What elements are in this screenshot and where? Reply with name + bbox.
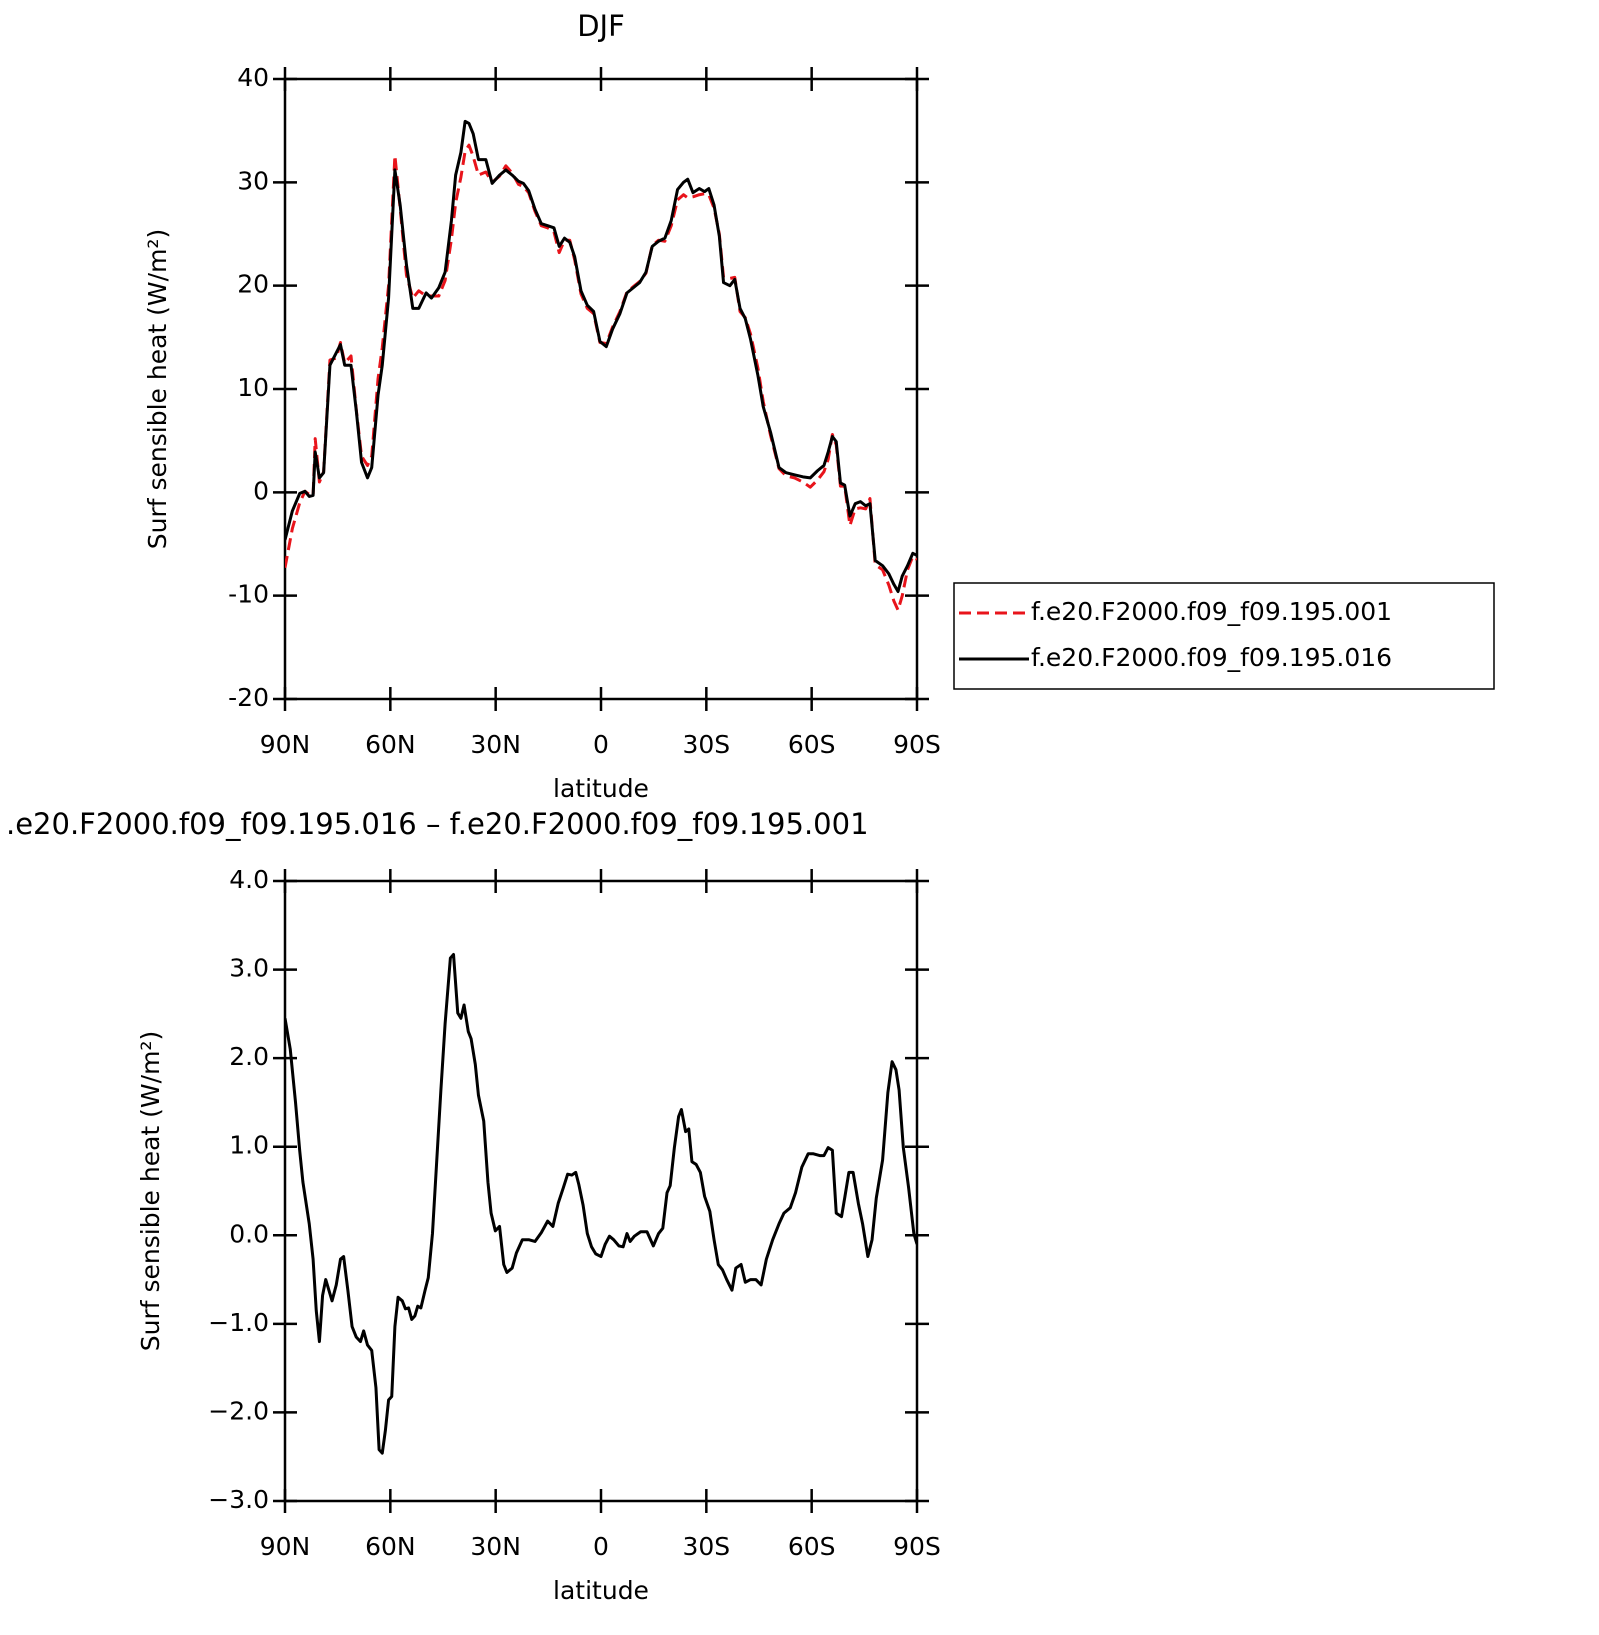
y-tick-label: 0	[253, 476, 269, 505]
chart-title: DJF	[577, 9, 625, 43]
y-tick-label: −1.0	[208, 1308, 269, 1337]
y-tick-label: 2.0	[229, 1042, 269, 1071]
data-line	[285, 119, 917, 594]
legend-box	[953, 582, 1495, 690]
x-tick-label: 0	[593, 1532, 609, 1561]
x-tick-label: 0	[593, 730, 609, 759]
y-tick-label: 4.0	[229, 865, 269, 894]
x-tick-label: 90N	[260, 730, 311, 759]
x-tick-label: 30S	[682, 1532, 730, 1561]
x-axis-label: latitude	[553, 774, 649, 803]
y-tick-label: −3.0	[208, 1485, 269, 1514]
data-line	[285, 953, 917, 1455]
x-tick-label: 30N	[470, 1532, 521, 1561]
y-tick-label: 0.0	[229, 1219, 269, 1248]
y-tick-label: 1.0	[229, 1131, 269, 1160]
y-tick-label: -20	[228, 683, 269, 712]
y-tick-label: -10	[228, 580, 269, 609]
x-tick-label: 30S	[682, 730, 730, 759]
x-axis-label: latitude	[553, 1576, 649, 1605]
x-tick-label: 90S	[893, 1532, 941, 1561]
x-tick-label: 30N	[470, 730, 521, 759]
x-tick-label: 90S	[893, 730, 941, 759]
y-axis-label: Surf sensible heat (W/m²)	[136, 1031, 165, 1351]
y-tick-label: −2.0	[208, 1396, 269, 1425]
legend-label: f.e20.F2000.f09_f09.195.016	[1031, 643, 1392, 672]
x-tick-label: 60S	[788, 730, 836, 759]
plot-frame	[283, 879, 919, 1503]
y-tick-label: 30	[237, 166, 269, 195]
y-tick-label: 10	[237, 373, 269, 402]
y-tick-label: 40	[237, 63, 269, 92]
y-tick-label: 3.0	[229, 954, 269, 983]
x-tick-label: 60N	[365, 730, 416, 759]
chart-title: .e20.F2000.f09_f09.195.016 – f.e20.F2000…	[6, 807, 869, 841]
x-tick-label: 60S	[788, 1532, 836, 1561]
legend-label: f.e20.F2000.f09_f09.195.001	[1031, 597, 1392, 626]
y-axis-label: Surf sensible heat (W/m²)	[143, 229, 172, 549]
x-tick-label: 60N	[365, 1532, 416, 1561]
x-tick-label: 90N	[260, 1532, 311, 1561]
y-tick-label: 20	[237, 270, 269, 299]
